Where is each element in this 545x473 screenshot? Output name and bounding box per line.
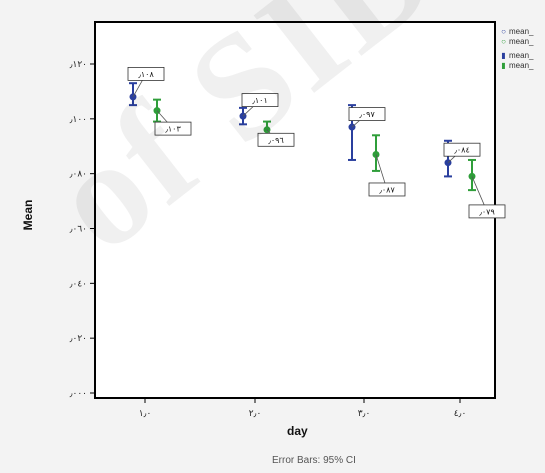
legend-label: mean_	[509, 27, 534, 36]
legend-circle-icon: ○	[501, 27, 506, 36]
legend-item: ▮ mean_	[500, 51, 533, 60]
data-label: ٫١٠٨	[138, 70, 154, 79]
legend-item: ▮ mean_	[500, 61, 533, 70]
data-label-box	[443, 142, 481, 157]
legend-circle-icon: ○	[501, 37, 506, 46]
legend-label: mean_	[509, 61, 534, 70]
y-tick-label: ٫٠٤٠	[70, 279, 87, 289]
y-tick-label: ٫٠٢٠	[70, 334, 87, 344]
legend-errorbar-icon: ▮	[501, 61, 506, 70]
data-label-box	[468, 204, 506, 219]
legend-errorbar-icon: ▮	[501, 51, 506, 60]
data-label: ٫٠٨٧	[379, 185, 395, 194]
data-label-box	[348, 107, 386, 121]
x-tick-label: ١٫٠	[139, 409, 152, 419]
data-label: ٫٠٩٧	[359, 110, 375, 119]
y-tick-label: ٫٠٨٠	[70, 170, 87, 180]
data-label: ٫٠٩٦	[268, 136, 284, 145]
x-tick-label: ٣٫٠	[358, 409, 371, 419]
data-label: ٫١٠١	[252, 96, 268, 105]
data-label: ٫١٠٣	[165, 125, 181, 134]
data-label-box	[368, 182, 406, 197]
legend-label: mean_	[509, 37, 534, 46]
data-label: ٫٠٨٤	[454, 146, 470, 155]
legend-item: ○ mean_	[500, 27, 533, 36]
data-label-box	[241, 93, 279, 107]
data-label-box	[127, 67, 165, 81]
y-tick-label: ٫١٠٠	[70, 115, 87, 125]
x-tick-label: ٢٫٠	[249, 409, 262, 419]
data-label-box	[154, 121, 192, 136]
data-label: ٫٠٧٩	[479, 207, 495, 216]
legend-label: mean_	[509, 51, 534, 60]
plot-area	[94, 21, 496, 399]
legend-item: ○ mean_	[500, 37, 533, 46]
y-tick-label: ٫٠٦٠	[70, 225, 87, 235]
error-bars-note: Error Bars: 95% CI	[272, 455, 356, 466]
x-tick-label: ٤٫٠	[454, 409, 467, 419]
data-label-box	[257, 132, 295, 147]
y-axis-title: Mean	[21, 199, 35, 231]
y-tick-label: ٫١٢٠	[70, 60, 87, 70]
x-axis-title: day	[287, 424, 308, 438]
y-tick-label: ٫٠٠٠	[70, 389, 87, 399]
